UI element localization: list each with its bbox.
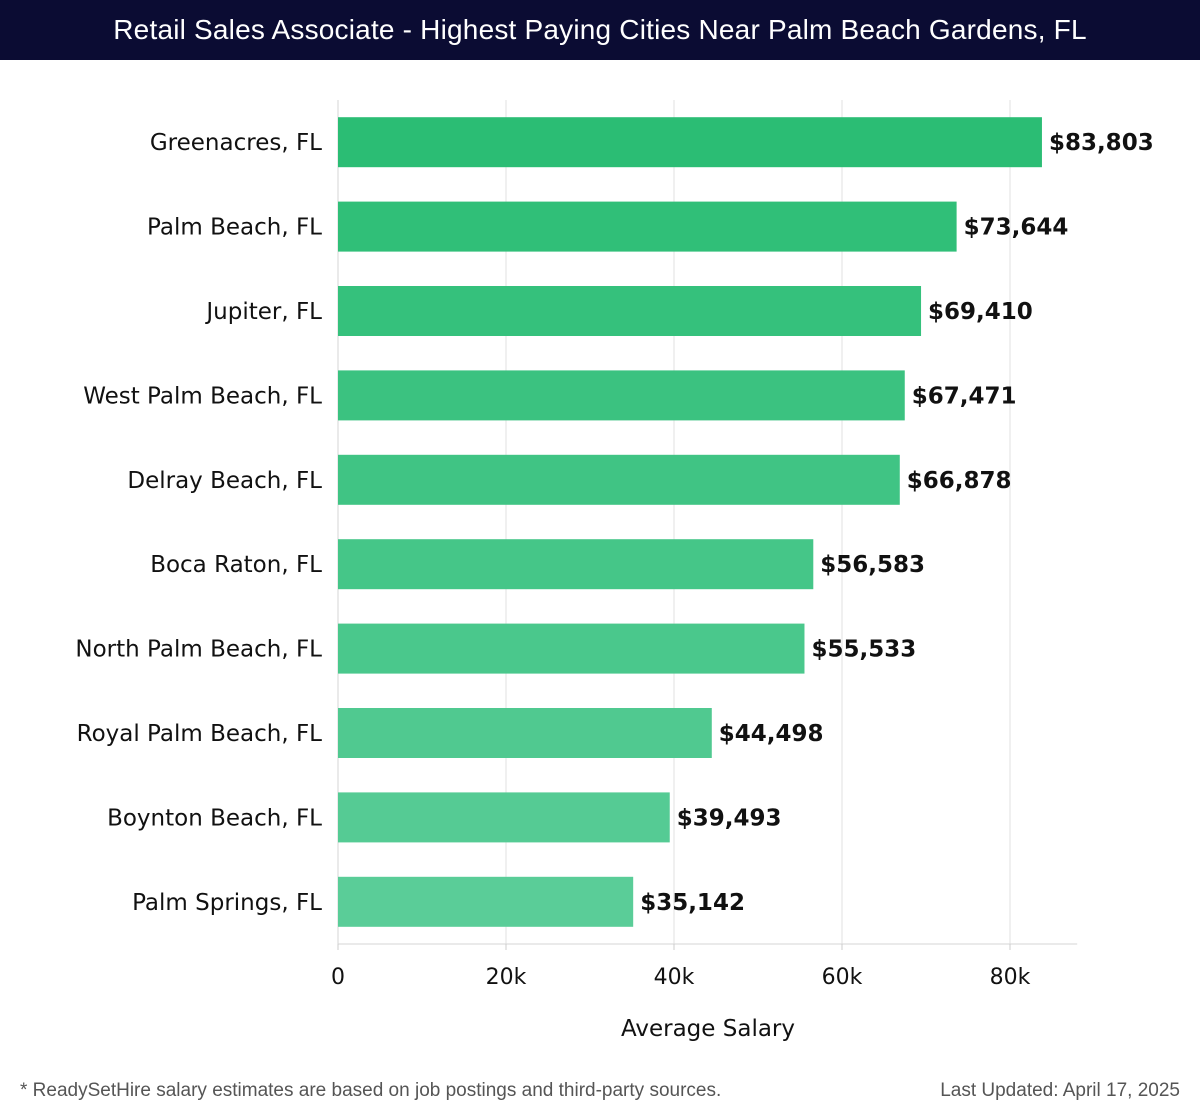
x-tick-label: 40k bbox=[654, 965, 695, 990]
x-tick-label: 60k bbox=[822, 965, 863, 990]
category-label: North Palm Beach, FL bbox=[75, 637, 322, 663]
last-updated: Last Updated: April 17, 2025 bbox=[940, 1080, 1180, 1101]
category-label: Palm Springs, FL bbox=[132, 890, 322, 916]
category-label: Boca Raton, FL bbox=[150, 552, 322, 578]
value-label: $56,583 bbox=[820, 552, 925, 578]
bars bbox=[338, 117, 1042, 927]
x-tick-label: 0 bbox=[331, 965, 345, 990]
x-axis: 0 20k 40k 60k 80k bbox=[331, 943, 1078, 990]
x-tick-label: 20k bbox=[486, 965, 527, 990]
value-label: $44,498 bbox=[719, 721, 824, 747]
category-label: West Palm Beach, FL bbox=[83, 383, 322, 409]
value-label: $73,644 bbox=[964, 215, 1069, 241]
x-tick-label: 80k bbox=[990, 965, 1031, 990]
value-label: $67,471 bbox=[912, 383, 1017, 409]
bar bbox=[338, 286, 922, 336]
category-label: Royal Palm Beach, FL bbox=[77, 721, 323, 747]
value-label: $69,410 bbox=[928, 299, 1033, 325]
bar bbox=[338, 539, 814, 590]
value-label: $66,878 bbox=[907, 468, 1012, 494]
category-label: Palm Beach, FL bbox=[147, 215, 322, 241]
category-labels: Greenacres, FL Palm Beach, FL Jupiter, FL W… bbox=[75, 130, 322, 916]
bar bbox=[338, 117, 1042, 168]
bar bbox=[338, 623, 805, 674]
bar bbox=[338, 708, 712, 758]
value-label: $83,803 bbox=[1049, 130, 1154, 156]
salary-bar-chart: Greenacres, FL Palm Beach, FL Jupiter, FL W… bbox=[75, 100, 1154, 1042]
x-axis-title: Average Salary bbox=[621, 1016, 795, 1042]
value-labels: $83,803 $73,644 $69,410 $67,471 $66,878 $56,5… bbox=[640, 130, 1154, 916]
value-label: $35,142 bbox=[640, 890, 745, 916]
category-label: Greenacres, FL bbox=[150, 130, 322, 156]
value-label: $39,493 bbox=[677, 805, 782, 831]
bar bbox=[338, 792, 670, 843]
footer-note: * ReadySetHire salary estimates are base… bbox=[20, 1080, 722, 1101]
category-label: Boynton Beach, FL bbox=[107, 805, 322, 831]
chart-title: Retail Sales Associate - Highest Paying … bbox=[0, 0, 1200, 60]
bar bbox=[338, 370, 905, 421]
category-label: Jupiter, FL bbox=[204, 299, 322, 325]
bar bbox=[338, 454, 900, 505]
value-label: $55,533 bbox=[811, 637, 916, 663]
category-label: Delray Beach, FL bbox=[127, 468, 322, 494]
bar bbox=[338, 201, 957, 252]
bar bbox=[338, 876, 634, 927]
